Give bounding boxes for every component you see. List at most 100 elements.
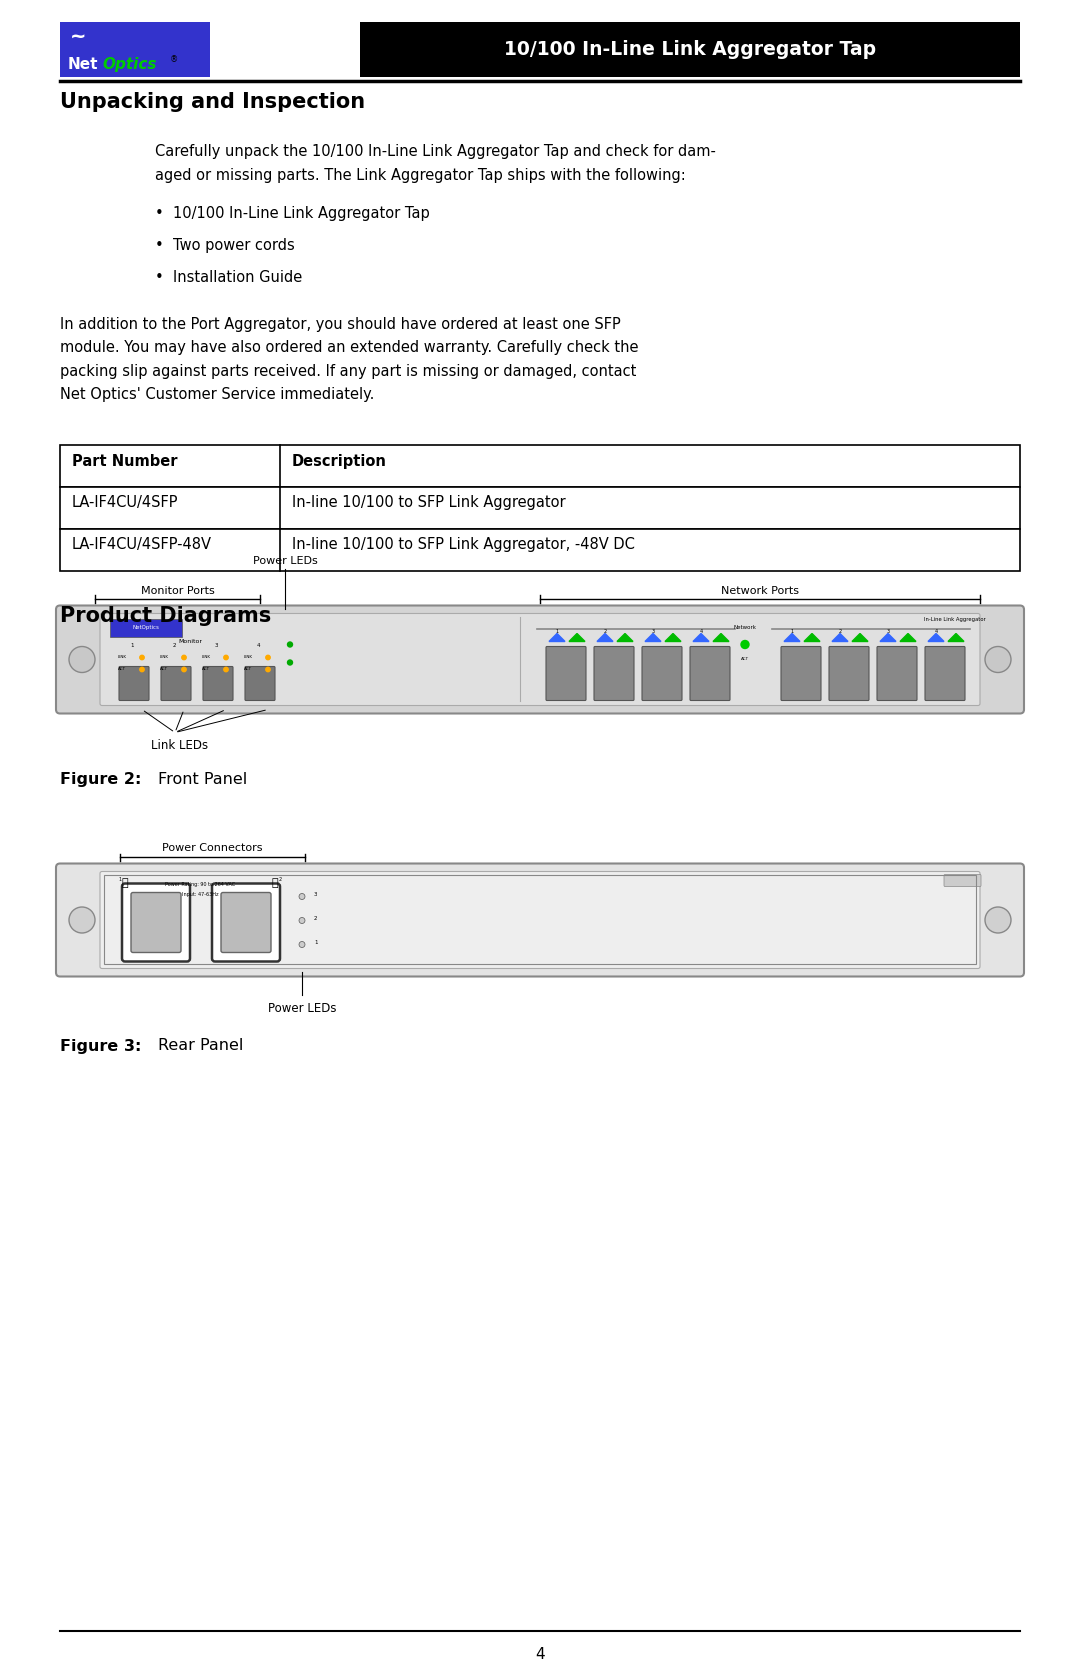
Polygon shape <box>852 634 868 641</box>
Text: aged or missing parts. The Link Aggregator Tap ships with the following:: aged or missing parts. The Link Aggregat… <box>156 167 686 182</box>
Circle shape <box>287 659 293 664</box>
Text: Carefully unpack the 10/100 In-Line Link Aggregator Tap and check for dam-: Carefully unpack the 10/100 In-Line Link… <box>156 144 716 159</box>
FancyBboxPatch shape <box>944 875 981 886</box>
FancyBboxPatch shape <box>60 22 210 77</box>
Text: module. You may have also ordered an extended warranty. Carefully check the: module. You may have also ordered an ext… <box>60 340 638 355</box>
Text: Product Diagrams: Product Diagrams <box>60 606 271 626</box>
Text: packing slip against parts received. If any part is missing or damaged, contact: packing slip against parts received. If … <box>60 364 636 379</box>
Text: Power Connectors: Power Connectors <box>162 843 262 853</box>
Text: 4: 4 <box>700 629 703 634</box>
Text: 1: 1 <box>555 629 558 634</box>
FancyBboxPatch shape <box>924 646 966 701</box>
FancyBboxPatch shape <box>56 606 1024 714</box>
Text: 3: 3 <box>214 643 218 648</box>
Polygon shape <box>880 634 896 641</box>
Text: Link LEDs: Link LEDs <box>151 739 208 753</box>
FancyBboxPatch shape <box>594 646 634 701</box>
Circle shape <box>741 641 750 649</box>
FancyBboxPatch shape <box>131 893 181 953</box>
Text: ACT: ACT <box>741 658 750 661</box>
Text: ⏚: ⏚ <box>122 878 129 888</box>
Text: 3: 3 <box>887 629 890 634</box>
Bar <box>60 529 1020 571</box>
Text: Net: Net <box>68 57 98 72</box>
Text: LINK: LINK <box>118 656 127 659</box>
Circle shape <box>266 668 270 671</box>
Polygon shape <box>948 634 964 641</box>
Polygon shape <box>713 634 729 641</box>
Bar <box>60 487 1020 529</box>
Text: •  Two power cords: • Two power cords <box>156 237 295 252</box>
FancyBboxPatch shape <box>642 646 681 701</box>
Text: 4: 4 <box>256 643 260 648</box>
Polygon shape <box>645 634 661 641</box>
FancyBboxPatch shape <box>110 619 183 638</box>
Text: Network: Network <box>733 624 756 629</box>
Circle shape <box>69 646 95 673</box>
Text: •  10/100 In-Line Link Aggregator Tap: • 10/100 In-Line Link Aggregator Tap <box>156 205 430 220</box>
Text: Input: 47-63Hz: Input: 47-63Hz <box>181 893 218 898</box>
Circle shape <box>139 668 145 671</box>
Polygon shape <box>597 634 613 641</box>
Circle shape <box>181 668 186 671</box>
Text: 3: 3 <box>651 629 654 634</box>
FancyBboxPatch shape <box>212 883 280 961</box>
Text: 2: 2 <box>838 629 841 634</box>
Circle shape <box>299 918 305 923</box>
Text: Front Panel: Front Panel <box>158 773 247 788</box>
Circle shape <box>139 656 145 659</box>
Circle shape <box>985 906 1011 933</box>
Text: LINK: LINK <box>244 656 253 659</box>
Text: Power Rating: 90 to 264 VAC: Power Rating: 90 to 264 VAC <box>165 883 235 888</box>
Text: Part Number: Part Number <box>72 454 177 469</box>
Text: Unpacking and Inspection: Unpacking and Inspection <box>60 92 365 112</box>
Text: 10/100 In-Line Link Aggregator Tap: 10/100 In-Line Link Aggregator Tap <box>504 40 876 58</box>
FancyBboxPatch shape <box>360 22 1020 77</box>
Text: 1: 1 <box>131 643 134 648</box>
Text: 2: 2 <box>279 878 282 883</box>
FancyBboxPatch shape <box>829 646 869 701</box>
FancyBboxPatch shape <box>56 863 1024 976</box>
Polygon shape <box>693 634 708 641</box>
Text: 2: 2 <box>314 916 318 921</box>
Text: Optics: Optics <box>102 57 157 72</box>
Text: In-Line Link Aggregator: In-Line Link Aggregator <box>924 618 986 623</box>
Text: ®: ® <box>170 55 178 63</box>
Text: Figure 3:: Figure 3: <box>60 1038 141 1053</box>
Circle shape <box>266 656 270 659</box>
FancyBboxPatch shape <box>690 646 730 701</box>
FancyBboxPatch shape <box>100 871 980 968</box>
Circle shape <box>299 893 305 900</box>
Text: 2: 2 <box>172 643 176 648</box>
Text: Net Optics' Customer Service immediately.: Net Optics' Customer Service immediately… <box>60 387 375 402</box>
FancyBboxPatch shape <box>245 666 275 701</box>
Polygon shape <box>832 634 848 641</box>
Text: 3: 3 <box>314 891 318 896</box>
FancyBboxPatch shape <box>100 614 980 706</box>
Text: LINK: LINK <box>202 656 211 659</box>
Polygon shape <box>549 634 565 641</box>
Text: LA-IF4CU/4SFP: LA-IF4CU/4SFP <box>72 496 178 511</box>
Circle shape <box>287 643 293 648</box>
FancyBboxPatch shape <box>122 883 190 961</box>
Text: 2: 2 <box>604 629 607 634</box>
Circle shape <box>299 941 305 948</box>
Text: Power LEDs: Power LEDs <box>268 1003 336 1015</box>
Text: ACT: ACT <box>160 668 168 671</box>
Circle shape <box>69 906 95 933</box>
Bar <box>104 876 976 965</box>
Text: 4: 4 <box>536 1647 544 1662</box>
Text: ACT: ACT <box>202 668 211 671</box>
Text: NetOptics: NetOptics <box>133 624 160 629</box>
Text: 4: 4 <box>934 629 937 634</box>
Text: Monitor Ports: Monitor Ports <box>140 586 214 596</box>
Text: 1: 1 <box>314 940 318 945</box>
Circle shape <box>224 668 228 671</box>
Polygon shape <box>665 634 681 641</box>
Polygon shape <box>900 634 916 641</box>
Text: In-line 10/100 to SFP Link Aggregator, -48V DC: In-line 10/100 to SFP Link Aggregator, -… <box>292 537 635 552</box>
Text: 1: 1 <box>791 629 794 634</box>
Text: •  Installation Guide: • Installation Guide <box>156 269 302 284</box>
FancyBboxPatch shape <box>161 666 191 701</box>
Polygon shape <box>804 634 820 641</box>
